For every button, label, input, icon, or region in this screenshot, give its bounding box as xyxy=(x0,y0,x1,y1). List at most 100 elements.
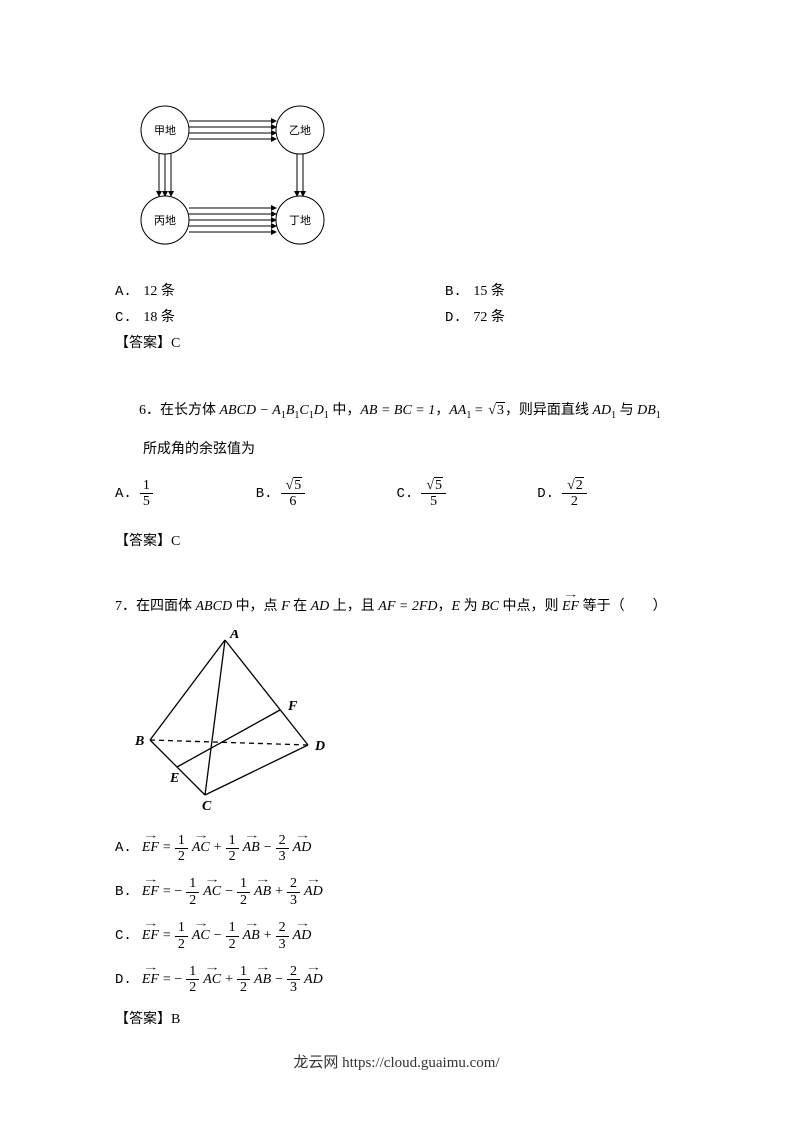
q7-option-d: D.EF = − 12 AC + 12 AB − 23 AD xyxy=(115,964,678,996)
text: 与 xyxy=(616,403,637,418)
q5-options-row1: A. 12 条 B. 15 条 xyxy=(115,280,678,300)
fraction: 15 xyxy=(140,478,153,510)
answer-label: 【答案】 xyxy=(115,1012,171,1027)
sqrt: 5 xyxy=(284,478,303,493)
q5-option-a: A. 12 条 xyxy=(115,280,445,300)
option-text: 15 条 xyxy=(473,284,505,299)
math: AD xyxy=(592,403,611,418)
q6-option-b: B. 56 xyxy=(256,478,397,510)
math: BC xyxy=(481,599,499,614)
numerator: 5 xyxy=(421,478,446,494)
svg-text:A: A xyxy=(229,630,239,642)
svg-text:丁地: 丁地 xyxy=(289,214,311,227)
q5-answer: 【答案】C xyxy=(115,332,678,352)
q7-option-a: A.EF = 12 AC + 12 AB − 23 AD xyxy=(115,833,678,865)
math: ABCD − A xyxy=(220,403,281,418)
math: C xyxy=(299,403,308,418)
question-number: 6． xyxy=(139,403,160,418)
text: 上，且 xyxy=(329,599,378,614)
q7-question-text: 7．在四面体 ABCD 中，点 F 在 AD 上，且 AF = 2FD，E 为 … xyxy=(115,595,678,615)
answer-value: C xyxy=(171,336,180,351)
numerator: 5 xyxy=(281,478,306,494)
text: 在长方体 xyxy=(160,403,220,418)
math: AB = BC = 1 xyxy=(360,403,435,418)
page-footer: 龙云网 https://cloud.guaimu.com/ xyxy=(0,1051,793,1072)
math: F xyxy=(281,599,290,614)
math: DB xyxy=(637,403,656,418)
fraction: 55 xyxy=(421,478,446,510)
sqrt-value: 2 xyxy=(575,477,584,493)
question-number: 7． xyxy=(115,599,136,614)
math: ABCD xyxy=(196,599,233,614)
routes-graph-diagram: 甲地乙地丙地丁地 xyxy=(125,100,678,260)
sqrt: 5 xyxy=(424,478,443,493)
text: ， xyxy=(435,403,449,418)
option-label: A. xyxy=(115,284,132,300)
text: ，则异面直线 xyxy=(505,403,593,418)
denominator: 5 xyxy=(140,494,153,509)
q6-option-d: D. 22 xyxy=(537,478,678,510)
denominator: 2 xyxy=(568,494,581,509)
svg-text:E: E xyxy=(169,771,179,786)
q6-option-a: A. 15 xyxy=(115,478,256,510)
svg-text:丙地: 丙地 xyxy=(154,214,176,227)
q5-option-c: C. 18 条 xyxy=(115,306,445,326)
math: D xyxy=(314,403,324,418)
sqrt-value: 5 xyxy=(434,477,443,493)
q6-answer: 【答案】C xyxy=(115,530,678,550)
denominator: 6 xyxy=(286,494,299,509)
sub: 1 xyxy=(656,410,661,421)
numerator: 2 xyxy=(562,478,587,494)
q7-options: A.EF = 12 AC + 12 AB − 23 AD B.EF = − 12 … xyxy=(115,833,678,996)
text: 等于（ ） xyxy=(579,599,667,614)
vector: EF xyxy=(562,599,579,615)
q5-option-d: D. 72 条 xyxy=(445,306,678,326)
numerator: 1 xyxy=(140,478,153,494)
answer-value: B xyxy=(171,1012,180,1027)
text: 中， xyxy=(329,403,361,418)
svg-text:D: D xyxy=(314,739,325,754)
svg-text:C: C xyxy=(202,799,212,810)
option-text: 18 条 xyxy=(143,310,175,325)
option-label: D. xyxy=(537,486,554,502)
math: AF = 2FD xyxy=(378,599,437,614)
math: AA xyxy=(449,403,466,418)
q6-question-cont: 所成角的余弦值为 xyxy=(115,438,678,458)
answer-value: C xyxy=(171,534,180,549)
q5-option-b: B. 15 条 xyxy=(445,280,678,300)
q7-option-c: C.EF = 12 AC − 12 AB + 23 AD xyxy=(115,920,678,952)
math: AD xyxy=(311,599,330,614)
text: 在 xyxy=(290,599,311,614)
fraction: 56 xyxy=(281,478,306,510)
denominator: 5 xyxy=(427,494,440,509)
tetrahedron-diagram: A B C D E F xyxy=(130,630,678,815)
svg-text:B: B xyxy=(134,734,144,749)
svg-text:甲地: 甲地 xyxy=(154,124,176,137)
vector-label: EF xyxy=(562,599,579,614)
sqrt-value: 3 xyxy=(496,402,505,418)
math: E xyxy=(452,599,461,614)
sqrt-value: 5 xyxy=(293,477,302,493)
text: 中，点 xyxy=(232,599,281,614)
text: ， xyxy=(438,599,452,614)
option-label: D. xyxy=(445,310,462,326)
math: = xyxy=(471,403,486,418)
q7-option-b: B.EF = − 12 AC − 12 AB + 23 AD xyxy=(115,876,678,908)
text: 在四面体 xyxy=(136,599,196,614)
fraction: 22 xyxy=(562,478,587,510)
option-label: C. xyxy=(397,486,414,502)
svg-text:F: F xyxy=(287,699,298,714)
answer-label: 【答案】 xyxy=(115,336,171,351)
sqrt: 2 xyxy=(565,478,584,493)
q5-options-row2: C. 18 条 D. 72 条 xyxy=(115,306,678,326)
option-text: 12 条 xyxy=(143,284,175,299)
q7-answer: 【答案】B xyxy=(115,1008,678,1028)
sqrt: 3 xyxy=(486,403,505,418)
q6-question-text: 6．在长方体 ABCD − A1B1C1D1 中，AB = BC = 1，AA1… xyxy=(115,397,678,426)
answer-label: 【答案】 xyxy=(115,534,171,549)
option-label: C. xyxy=(115,310,132,326)
option-label: B. xyxy=(445,284,462,300)
q6-options: A. 15 B. 56 C. 55 D. 22 xyxy=(115,478,678,510)
option-text: 72 条 xyxy=(473,310,505,325)
text: 中点，则 xyxy=(499,599,562,614)
